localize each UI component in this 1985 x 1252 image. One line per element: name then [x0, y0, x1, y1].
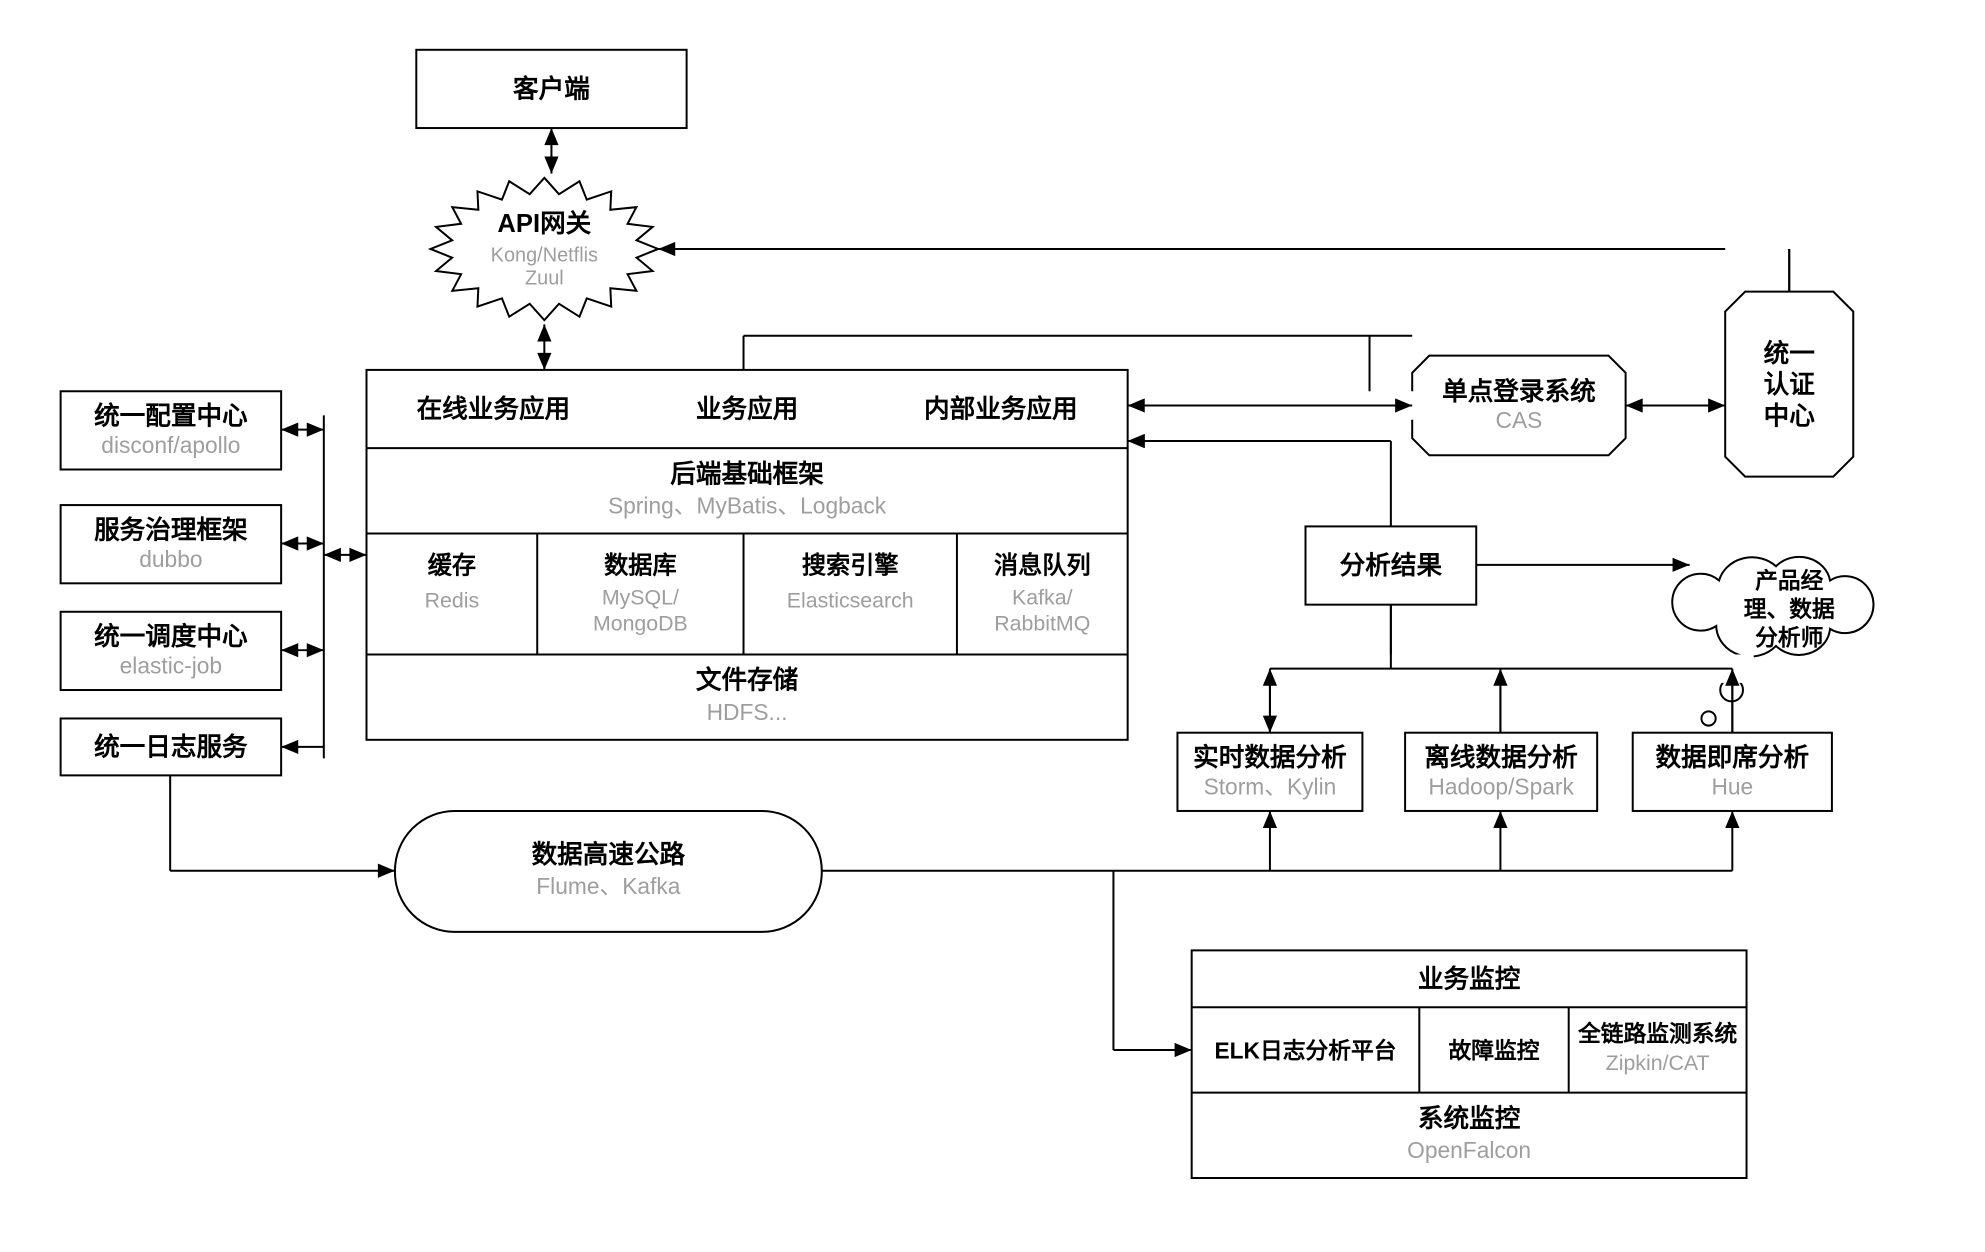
node-service-governance: 服务治理框架dubbo	[61, 505, 282, 583]
svg-text:Hadoop/Spark: Hadoop/Spark	[1428, 774, 1574, 800]
node-log-service: 统一日志服务	[61, 718, 282, 775]
svg-text:dubbo: dubbo	[139, 546, 202, 572]
svg-text:统一调度中心: 统一调度中心	[94, 621, 248, 651]
node-monitoring-stack: 业务监控 ELK日志分析平台 故障监控 全链路监测系统 Zipkin/CAT 系统监控 Op…	[1192, 950, 1747, 1178]
svg-text:分析结果: 分析结果	[1340, 551, 1443, 580]
svg-text:消息队列: 消息队列	[994, 551, 1091, 579]
svg-text:全链路监测系统: 全链路监测系统	[1577, 1020, 1737, 1046]
svg-text:客户端: 客户端	[513, 73, 590, 103]
node-client: 客户端	[416, 50, 686, 128]
svg-text:disconf/apollo: disconf/apollo	[101, 432, 240, 458]
svg-text:搜索引擎: 搜索引擎	[802, 551, 900, 579]
svg-text:数据即席分析: 数据即席分析	[1656, 742, 1810, 772]
svg-text:OpenFalcon: OpenFalcon	[1407, 1137, 1531, 1163]
svg-text:MySQL/: MySQL/	[602, 586, 679, 610]
svg-text:后端基础框架: 后端基础框架	[670, 459, 824, 488]
svg-text:实时数据分析: 实时数据分析	[1193, 742, 1347, 772]
svg-text:统一: 统一	[1764, 338, 1816, 368]
svg-text:Zuul: Zuul	[525, 267, 564, 289]
svg-text:中心: 中心	[1764, 401, 1816, 430]
svg-text:文件存储: 文件存储	[696, 665, 798, 695]
svg-text:Zipkin/CAT: Zipkin/CAT	[1606, 1051, 1710, 1075]
svg-text:业务应用: 业务应用	[696, 394, 798, 424]
svg-text:单点登录系统: 单点登录系统	[1442, 376, 1596, 406]
node-sso: 单点登录系统CAS	[1412, 356, 1625, 456]
node-config-center: 统一配置中心disconf/apollo	[61, 391, 282, 469]
svg-text:系统监控: 系统监控	[1418, 1103, 1521, 1133]
svg-text:分析师: 分析师	[1755, 624, 1823, 650]
node-adhoc-analytics: 数据即席分析Hue	[1633, 733, 1832, 811]
svg-text:MongoDB: MongoDB	[593, 611, 688, 635]
svg-text:理、数据: 理、数据	[1744, 596, 1835, 622]
node-stakeholders-cloud: 产品经理、数据分析师	[1672, 557, 1873, 726]
svg-text:ELK日志分析平台: ELK日志分析平台	[1215, 1038, 1397, 1064]
svg-text:故障监控: 故障监控	[1449, 1038, 1540, 1064]
node-data-highway: 数据高速公路 Flume、Kafka	[395, 811, 822, 932]
svg-text:CAS: CAS	[1496, 407, 1543, 433]
svg-text:RabbitMQ: RabbitMQ	[994, 611, 1090, 635]
node-offline-analytics: 离线数据分析Hadoop/Spark	[1405, 733, 1597, 811]
svg-text:Redis: Redis	[425, 589, 480, 613]
svg-text:API网关: API网关	[497, 209, 591, 238]
svg-text:在线业务应用: 在线业务应用	[417, 394, 571, 424]
svg-text:产品经: 产品经	[1755, 567, 1823, 593]
svg-text:认证: 认证	[1764, 370, 1816, 399]
svg-text:Kafka/: Kafka/	[1012, 586, 1073, 610]
svg-text:离线数据分析: 离线数据分析	[1424, 742, 1578, 772]
svg-text:Elasticsearch: Elasticsearch	[787, 589, 914, 613]
svg-text:业务监控: 业务监控	[1418, 964, 1521, 993]
svg-text:elastic-job: elastic-job	[120, 653, 222, 679]
node-scheduler: 统一调度中心elastic-job	[61, 612, 282, 690]
svg-text:缓存: 缓存	[428, 551, 476, 579]
svg-text:Hue: Hue	[1711, 774, 1753, 800]
edges	[170, 128, 1789, 1057]
svg-text:数据库: 数据库	[604, 552, 677, 579]
svg-text:Kong/Netflis: Kong/Netflis	[491, 245, 598, 267]
node-analysis-result: 分析结果	[1306, 526, 1477, 604]
svg-text:服务治理框架: 服务治理框架	[94, 516, 248, 545]
svg-text:统一日志服务: 统一日志服务	[94, 731, 248, 761]
svg-text:数据高速公路: 数据高速公路	[532, 839, 686, 869]
node-api-gateway: API网关 Kong/NetflisZuul	[431, 178, 659, 320]
svg-text:Spring、MyBatis、Logback: Spring、MyBatis、Logback	[608, 493, 887, 519]
node-realtime-analytics: 实时数据分析Storm、Kylin	[1177, 733, 1362, 811]
svg-text:Storm、Kylin: Storm、Kylin	[1204, 774, 1337, 800]
svg-text:内部业务应用: 内部业务应用	[924, 394, 1078, 424]
node-auth-center: 统一认证中心	[1725, 292, 1853, 477]
node-business-stack: 在线业务应用 业务应用 内部业务应用后端基础框架 Spring、MyBatis、Log…	[367, 370, 1128, 740]
svg-text:统一配置中心: 统一配置中心	[94, 401, 248, 431]
svg-text:HDFS...: HDFS...	[707, 699, 788, 725]
svg-text:Flume、Kafka: Flume、Kafka	[536, 873, 680, 899]
